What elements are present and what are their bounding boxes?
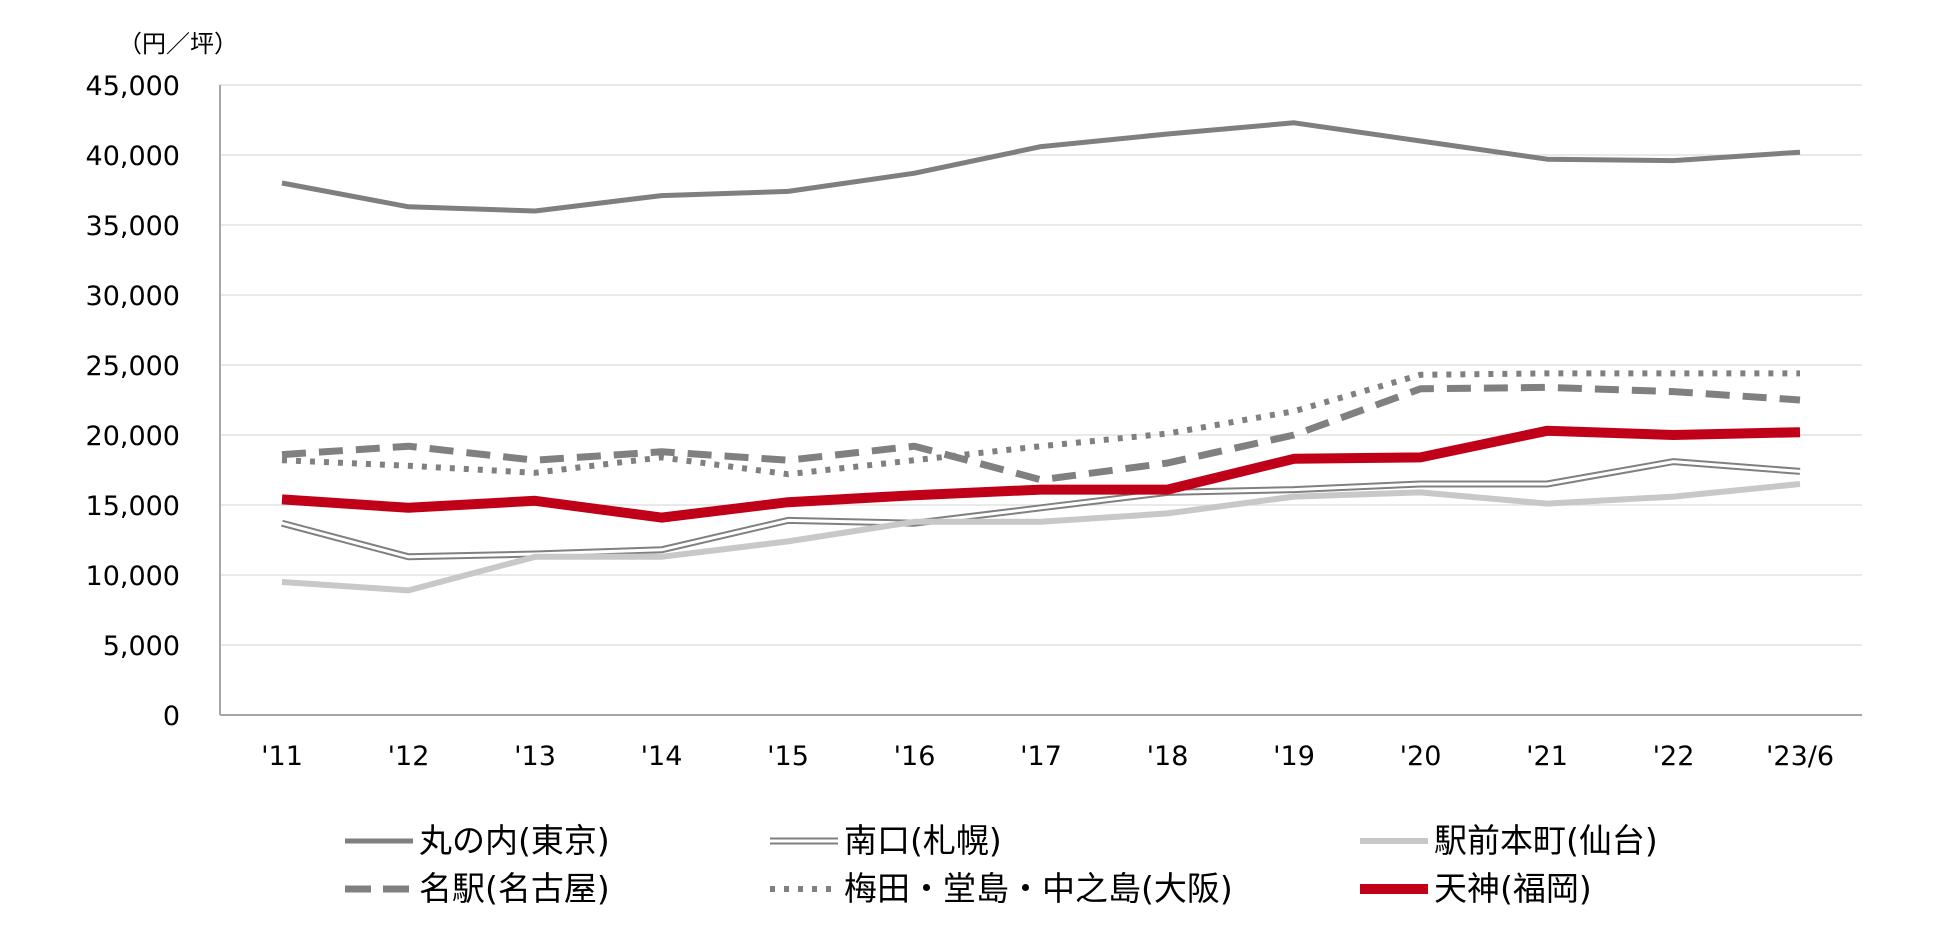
y-tick-label: 40,000 xyxy=(86,141,180,172)
series-lines xyxy=(281,120,1801,594)
x-tick-label: '14 xyxy=(641,741,683,772)
y-axis-unit-label: （円／坪） xyxy=(118,30,238,58)
legend: 丸の内(東京) 南口(札幌) 駅前本町(仙台) 名駅(名古屋) 梅田・堂島・中之島(大阪… xyxy=(345,821,1658,908)
x-tick-label: '15 xyxy=(767,741,809,772)
y-tick-label: 45,000 xyxy=(86,71,180,102)
legend-label: 梅田・堂島・中之島(大阪) xyxy=(844,869,1233,908)
y-tick-label: 20,000 xyxy=(86,421,180,452)
x-tick-label: '20 xyxy=(1400,741,1442,772)
legend-item: 梅田・堂島・中之島(大阪) xyxy=(770,869,1233,908)
series-line xyxy=(281,370,1800,478)
x-tick-label: '11 xyxy=(261,741,303,772)
x-tick-label: '16 xyxy=(894,741,936,772)
x-tick-label: '19 xyxy=(1273,741,1315,772)
y-tick-label: 25,000 xyxy=(86,351,180,382)
legend-label: 天神(福岡) xyxy=(1434,869,1592,908)
series-line-inner xyxy=(281,460,1801,559)
y-tick-label: 0 xyxy=(163,701,180,732)
legend-item: 駅前本町(仙台) xyxy=(1360,821,1658,860)
y-tick-label: 35,000 xyxy=(86,211,180,242)
series-line-stroke xyxy=(281,370,1800,478)
x-tick-label: '13 xyxy=(514,741,556,772)
y-tick-label: 10,000 xyxy=(86,561,180,592)
y-tick-label: 30,000 xyxy=(86,281,180,312)
x-tick-labels: '11 '12 '13 '14 '15 '16 '17 '18 '19 '20 '21 '22 '23/… xyxy=(261,741,1834,772)
x-tick-label: '18 xyxy=(1147,741,1189,772)
legend-item: 名駅(名古屋) xyxy=(345,869,610,908)
legend-label: 丸の内(東京) xyxy=(419,821,610,860)
legend-item: 天神(福岡) xyxy=(1360,869,1592,908)
series-line xyxy=(281,425,1801,523)
series-line-stroke xyxy=(281,120,1801,214)
series-line-stroke xyxy=(281,481,1801,594)
series-line xyxy=(281,458,1801,561)
x-tick-label: '17 xyxy=(1020,741,1062,772)
gridlines xyxy=(220,84,1862,646)
axes xyxy=(219,85,1862,716)
legend-item: 丸の内(東京) xyxy=(345,821,610,860)
x-tick-label: '21 xyxy=(1526,741,1568,772)
series-line xyxy=(281,120,1801,214)
x-tick-label: '12 xyxy=(388,741,430,772)
legend-label: 南口(札幌) xyxy=(844,821,1002,860)
y-tick-labels: 0 5,000 10,000 15,000 20,000 25,000 30,000 35,0… xyxy=(86,71,180,732)
legend-label: 駅前本町(仙台) xyxy=(1434,821,1658,860)
legend-label: 名駅(名古屋) xyxy=(419,869,610,908)
series-line xyxy=(281,481,1801,594)
x-tick-label: '22 xyxy=(1653,741,1695,772)
legend-item: 南口(札幌) xyxy=(770,821,1002,860)
series-line-stroke xyxy=(281,425,1801,523)
y-tick-label: 5,000 xyxy=(103,631,180,662)
y-tick-label: 15,000 xyxy=(86,491,180,522)
x-tick-label: '23/6 xyxy=(1766,741,1834,772)
